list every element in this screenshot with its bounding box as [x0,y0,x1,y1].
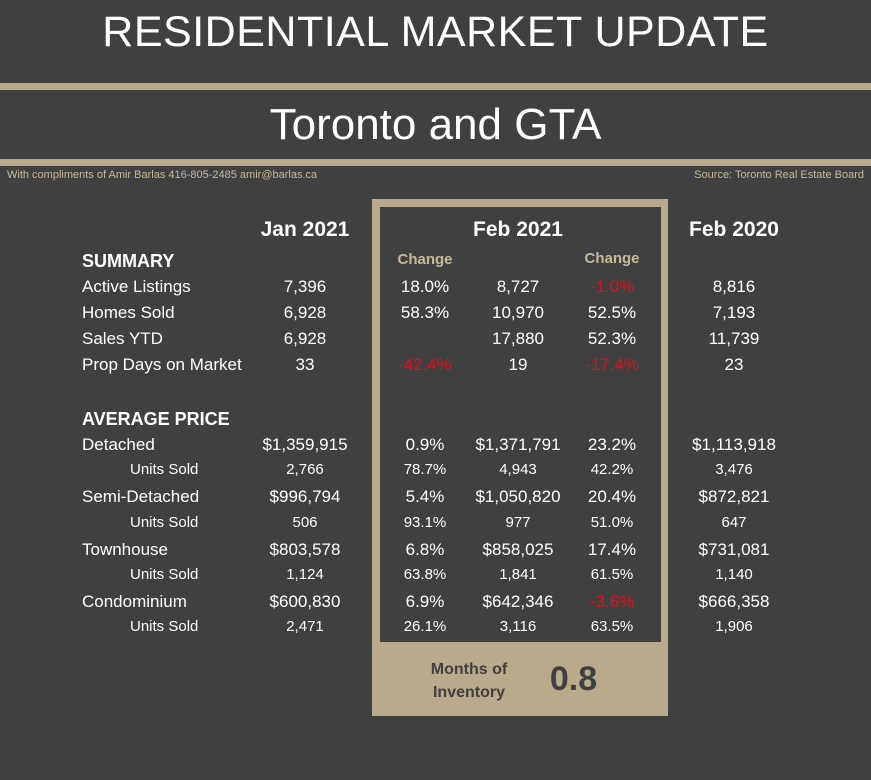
table-row: Semi-Detached $996,794 5.4% $1,050,820 20.4%… [0,487,871,513]
table-row: Detached $1,359,915 0.9% $1,371,791 23.2% $1,… [0,435,871,461]
change-vs-jan-value: 58.3% [400,303,450,322]
change-vs-feb2020-value: -17.4% [585,355,639,374]
change-header-jan: Change [397,251,453,268]
jan-2021-value: $1,359,915 [262,435,348,454]
units-sold-row: Units Sold 2,471 26.1% 3,116 63.5% 1,906 [0,618,871,644]
feb-2020-value: 1,140 [715,566,753,583]
units-sold-row: Units Sold 506 93.1% 977 51.0% 647 [0,514,871,540]
feb-2020-value: 7,193 [712,303,756,322]
change-vs-jan-value: 0.9% [405,435,445,454]
change-vs-jan-value: 18.0% [400,277,450,296]
row-label: Units Sold [130,461,199,479]
change-vs-feb2020-value: 23.2% [587,435,637,454]
table-row: Condominium $600,830 6.9% $642,346 -3.6% $666… [0,592,871,618]
change-vs-feb2020-value: -3.6% [589,592,635,612]
change-vs-feb2020-value: 61.5% [590,566,634,583]
change-vs-feb2020-value: 17.4% [587,539,637,559]
change-vs-jan-value: -42.4% [398,355,452,374]
row-label: Detached [82,435,155,454]
jan-2021-value: $600,830 [269,592,341,612]
jan-2021-value: 1,124 [286,566,324,583]
feb-2021-value: 19 [508,355,528,374]
column-header-feb-2020: Feb 2020 [689,218,779,241]
column-header-jan-2021: Jan 2021 [260,218,350,241]
change-vs-feb2020-value: 63.5% [590,618,634,636]
table-row: Prop Days on Market 33 -42.4% 19 -17.4% 23 [0,355,871,381]
feb-2021-value: 1,841 [499,566,537,583]
feb-2020-value: $872,821 [698,487,770,507]
change-vs-feb2020-value: 51.0% [590,513,634,531]
row-label: Condominium [82,592,187,612]
feb-2021-highlight-panel [380,207,661,642]
feb-2021-value: $1,371,791 [475,435,561,454]
jan-2021-value: $803,578 [269,539,341,559]
feb-2021-value: 17,880 [492,329,544,348]
table-row: Active Listings 7,396 18.0% 8,727 -1.0% 8,816 [0,277,871,303]
feb-2021-value: 10,970 [492,303,544,322]
feb-2020-value: $666,358 [698,592,770,612]
jan-2021-value: 33 [295,355,315,374]
feb-2021-value: $1,050,820 [475,487,561,507]
feb-2020-value: 8,816 [712,277,756,296]
change-vs-jan-value: 78.7% [403,461,447,479]
change-vs-feb2020-value: 52.5% [587,303,637,322]
jan-2021-value: 2,766 [286,461,324,479]
change-vs-jan-value: 26.1% [403,618,447,636]
row-label: Prop Days on Market [82,355,242,374]
row-label: Semi-Detached [82,487,200,507]
months-of-inventory-label: Months of Inventory [430,661,508,701]
jan-2021-value: 7,396 [283,277,327,296]
change-vs-jan-value: 6.9% [405,592,445,612]
summary-heading: SUMMARY [82,251,175,271]
page-title: RESIDENTIAL MARKET UPDATE [102,8,769,56]
feb-2020-value: 3,476 [715,461,753,479]
change-vs-jan-value: 93.1% [403,513,447,531]
row-label: Sales YTD [82,329,163,348]
feb-2021-value: $858,025 [482,539,554,559]
feb-2020-value: 23 [724,355,744,374]
page-subtitle: Toronto and GTA [269,100,602,149]
months-of-inventory-value: 0.8 [549,660,598,698]
feb-2021-value: 4,943 [499,461,537,479]
units-sold-row: Units Sold 1,124 63.8% 1,841 61.5% 1,140 [0,566,871,592]
feb-2020-value: 1,906 [715,618,753,636]
credit-line: With compliments of Amir Barlas 416-805-… [7,169,318,181]
change-vs-feb2020-value: 42.2% [590,461,634,479]
row-label: Active Listings [82,277,191,296]
feb-2020-value: 11,739 [708,329,760,348]
feb-2021-value: 3,116 [499,618,537,636]
change-vs-jan-value: 5.4% [405,487,445,507]
change-vs-feb2020-value: 20.4% [587,487,637,507]
jan-2021-value: 6,928 [283,303,327,322]
row-label: Units Sold [130,566,199,583]
feb-2021-value: $642,346 [482,592,554,612]
change-vs-jan-value: 63.8% [403,566,447,583]
table-row: Sales YTD 6,928 17,880 52.3% 11,739 [0,329,871,355]
header-divider [0,83,871,90]
change-vs-feb2020-value: -1.0% [589,277,635,296]
row-label: Townhouse [82,539,169,559]
feb-2020-value: $1,113,918 [692,435,776,454]
change-vs-feb2020-value: 52.3% [587,329,637,348]
row-label: Units Sold [130,513,199,531]
feb-2020-value: $731,081 [698,539,770,559]
source-line: Source: Toronto Real Estate Board [694,169,864,181]
subtitle-divider [0,159,871,166]
row-label: Units Sold [130,618,199,636]
jan-2021-value: 6,928 [283,329,327,348]
column-header-feb-2021: Feb 2021 [473,218,563,241]
units-sold-row: Units Sold 2,766 78.7% 4,943 42.2% 3,476 [0,461,871,487]
table-row: Homes Sold 6,928 58.3% 10,970 52.5% 7,193 [0,303,871,329]
average-price-heading: AVERAGE PRICE [82,409,230,429]
row-label: Homes Sold [82,303,175,322]
feb-2020-value: 647 [721,513,747,531]
feb-2021-value: 8,727 [496,277,540,296]
jan-2021-value: 2,471 [286,618,324,636]
table-row: Townhouse $803,578 6.8% $858,025 17.4% $731,0… [0,540,871,566]
feb-2021-value: 977 [505,513,531,531]
jan-2021-value: 506 [292,513,318,531]
change-header-feb2020: Change [584,250,640,267]
jan-2021-value: $996,794 [269,487,341,507]
change-vs-jan-value: 6.8% [405,539,445,559]
